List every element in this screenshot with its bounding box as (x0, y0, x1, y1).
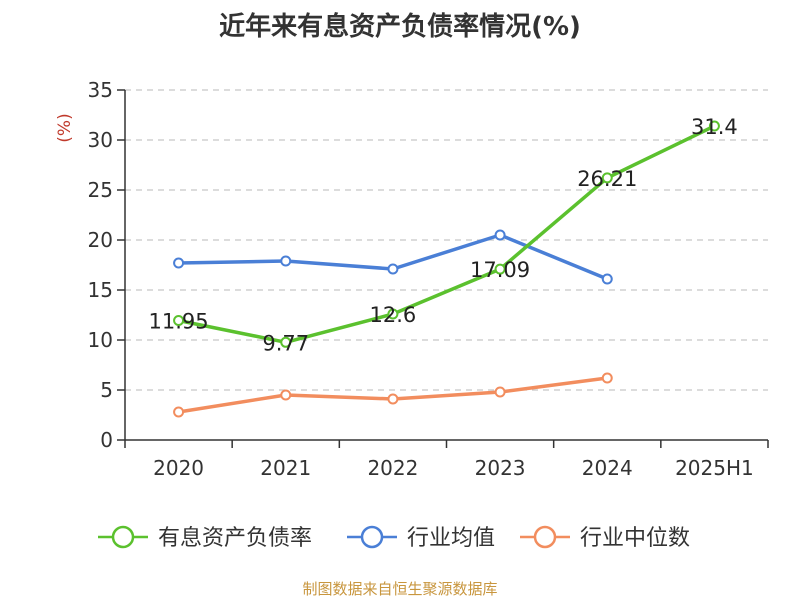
x-tick-label: 2020 (153, 456, 204, 480)
y-tick-label: 20 (88, 228, 113, 252)
data-point (708, 120, 720, 132)
data-point (280, 389, 292, 401)
x-tick-label: 2024 (582, 456, 633, 480)
data-point (387, 263, 399, 275)
source-note: 制图数据来自恒生聚源数据库 (302, 580, 498, 598)
x-tick-labels: 2020 2021 2022 2023 2024 2025H1 (153, 456, 754, 480)
data-point (494, 386, 506, 398)
series-line (176, 124, 717, 345)
series-2 (173, 372, 613, 418)
legend: 有息资产负债率 行业均值 行业中位数 (98, 525, 690, 551)
legend-label: 行业中位数 (580, 526, 690, 551)
legend-item: 有息资产负债率 (98, 525, 312, 551)
legend-label: 行业均值 (407, 526, 495, 551)
data-label: 31.4 (691, 115, 738, 139)
y-tick-label: 30 (88, 128, 113, 152)
x-tick-label: 2023 (475, 456, 526, 480)
data-labels: 11.95 9.77 12.6 17.09 26.21 31.4 (149, 115, 738, 355)
grid-lines (125, 89, 768, 391)
series-group (173, 120, 720, 418)
data-point (173, 257, 185, 269)
data-point (387, 393, 399, 405)
data-point (494, 229, 506, 241)
legend-label: 有息资产负债率 (158, 526, 312, 551)
legend-marker (111, 525, 135, 549)
y-tick-label: 10 (88, 328, 113, 352)
chart-title: 近年来有息资产负债率情况(%) (219, 12, 581, 42)
data-point (601, 172, 613, 184)
data-label: 12.6 (370, 303, 417, 327)
data-point (280, 255, 292, 267)
data-label: 11.95 (149, 310, 209, 334)
data-point (494, 263, 506, 275)
y-tick-label: 35 (88, 78, 113, 102)
y-tick-label: 0 (100, 428, 113, 452)
data-point (173, 315, 185, 326)
x-tick-label: 2021 (260, 456, 311, 480)
data-point (601, 372, 613, 384)
legend-item: 行业均值 (347, 525, 495, 551)
data-label: 9.77 (262, 331, 309, 355)
legend-marker (360, 525, 384, 549)
y-tick-labels: 0 5 10 15 20 25 30 35 (88, 78, 113, 452)
data-point (387, 308, 399, 320)
y-tick-label: 25 (88, 178, 113, 202)
axes (117, 89, 769, 448)
y-tick-label: 5 (100, 378, 113, 402)
data-point (601, 273, 613, 285)
y-axis-label: (%) (55, 113, 75, 142)
series-0 (173, 120, 720, 348)
x-tick-label: 2022 (367, 456, 418, 480)
data-label: 17.09 (470, 258, 530, 282)
x-tick-label: 2025H1 (675, 456, 754, 480)
y-tick-label: 15 (88, 278, 113, 302)
series-1 (173, 229, 613, 285)
data-point (280, 336, 292, 348)
legend-marker (533, 525, 557, 549)
data-label: 26.21 (577, 167, 637, 191)
data-point (173, 406, 185, 418)
legend-item: 行业中位数 (520, 525, 690, 551)
